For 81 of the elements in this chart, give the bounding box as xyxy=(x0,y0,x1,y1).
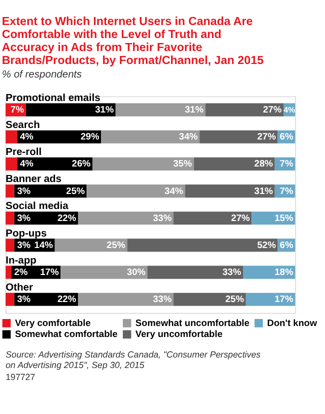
legend-label: Very comfortable xyxy=(14,318,91,328)
data-label: 22% xyxy=(57,212,77,223)
bar xyxy=(6,130,18,144)
data-label: 4% xyxy=(20,132,34,142)
bar xyxy=(127,238,278,252)
y-tick-label: In-app xyxy=(6,255,36,266)
data-label: 7% xyxy=(280,186,294,196)
bar xyxy=(6,266,12,279)
data-label: 17% xyxy=(40,267,60,278)
bar xyxy=(78,292,174,306)
data-label: 3% xyxy=(17,294,32,304)
bar xyxy=(243,266,296,279)
data-label: 33% xyxy=(152,294,172,304)
data-label: 31% xyxy=(254,186,274,196)
data-label: 7% xyxy=(10,104,25,115)
bar xyxy=(200,130,278,144)
data-label: 33% xyxy=(152,212,172,223)
data-label: 3% xyxy=(17,186,32,196)
data-label: 22% xyxy=(57,294,77,304)
legend-label: Somewhat comfortable xyxy=(14,329,118,340)
data-label: 52% xyxy=(257,240,277,250)
bar xyxy=(26,103,116,116)
chart-subtitle: % of respondents xyxy=(2,70,82,81)
legend-label: Very uncomfortable xyxy=(135,329,223,340)
data-label: 6% xyxy=(280,240,294,250)
legend-label: Don't know xyxy=(267,318,318,328)
data-label: 30% xyxy=(126,267,146,278)
bar xyxy=(92,157,194,170)
y-tick-label: Pop-ups xyxy=(6,228,47,240)
data-label: 15% xyxy=(274,212,294,223)
data-label: 18% xyxy=(274,267,294,278)
bar xyxy=(60,266,148,279)
data-label: 25% xyxy=(225,294,245,304)
bar xyxy=(185,184,275,198)
bar xyxy=(116,103,206,116)
bar xyxy=(6,212,14,225)
bar xyxy=(147,266,244,279)
data-label: 4% xyxy=(20,158,34,169)
data-label: 33% xyxy=(222,267,242,278)
legend-label: Somewhat uncomfortable xyxy=(135,318,250,328)
y-tick-label: Other xyxy=(6,282,33,294)
data-label: 3% xyxy=(17,212,32,223)
y-tick-label: Pre-roll xyxy=(6,147,42,158)
text: 197727 xyxy=(6,372,36,382)
y-tick-label: Promotional emails xyxy=(6,92,101,104)
data-label: 27% xyxy=(262,104,282,115)
bar xyxy=(78,212,174,225)
data-label: 27% xyxy=(257,132,277,142)
data-label: 31% xyxy=(184,104,204,115)
data-label: 3% xyxy=(17,240,32,250)
bar xyxy=(6,184,14,198)
bar xyxy=(101,130,200,144)
data-label: 7% xyxy=(280,158,294,169)
y-tick-label: Banner ads xyxy=(6,174,62,186)
bar xyxy=(6,238,14,252)
data-label: 17% xyxy=(274,294,294,304)
data-label: 34% xyxy=(179,132,198,142)
data-label: 34% xyxy=(164,186,184,196)
data-label: 31% xyxy=(95,104,114,115)
y-tick-label: Search xyxy=(6,120,40,131)
bar xyxy=(174,212,252,225)
data-label: 28% xyxy=(254,158,274,169)
data-label: 26% xyxy=(72,158,92,169)
data-label: 6% xyxy=(280,132,294,142)
bar xyxy=(6,292,14,306)
data-label: 27% xyxy=(231,212,251,223)
data-label: 35% xyxy=(173,158,193,169)
data-label: 2% xyxy=(14,267,28,278)
bar xyxy=(54,238,128,252)
bar xyxy=(205,103,284,116)
chart-title: Extent to Which Internet Users in Canada Are Comfortable with the Level of Truth and Accuracy in Ads from Their Favorite Brands/Products, by Format/Channel, Jan 2015 xyxy=(2,14,264,68)
bar xyxy=(194,157,275,170)
data-label: 25% xyxy=(66,186,86,196)
source-note: Source: Advertising Standards Canada, "Consumer Perspectives on Advertising 2015", Sep 30, 2015 xyxy=(6,350,262,370)
data-label: 25% xyxy=(106,240,126,250)
bar xyxy=(6,157,18,170)
data-label: 29% xyxy=(80,132,100,142)
bar xyxy=(174,292,246,306)
data-label: 14% xyxy=(34,240,54,250)
y-tick-label: Social media xyxy=(6,201,69,212)
bar xyxy=(86,184,186,198)
